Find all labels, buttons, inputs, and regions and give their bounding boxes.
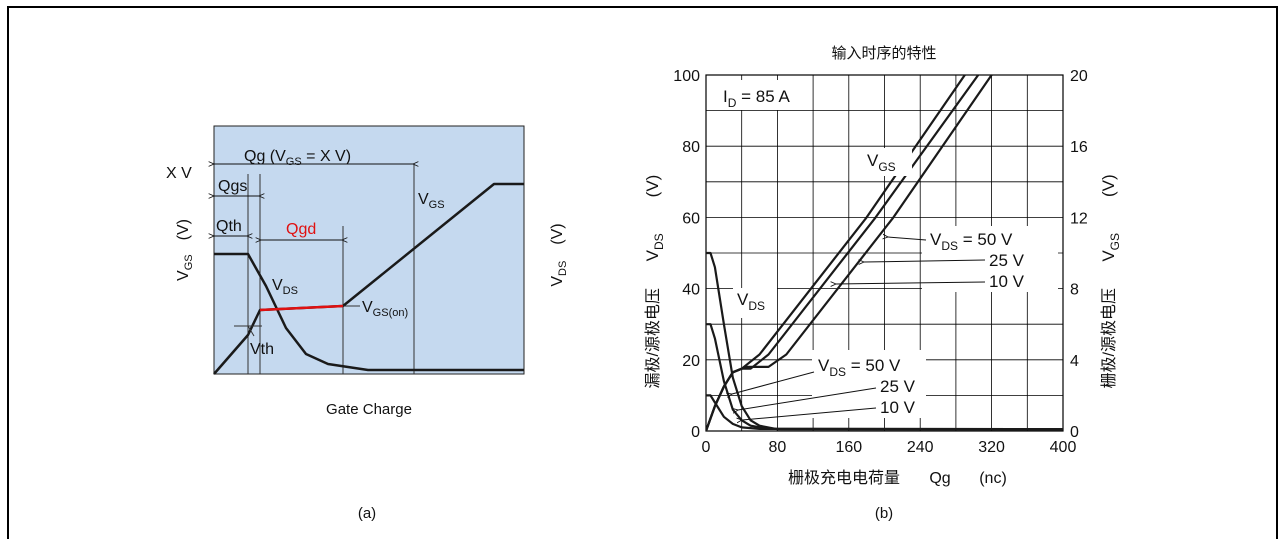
qth-label: Qth bbox=[216, 218, 242, 235]
vds-25v-pointer bbox=[738, 387, 877, 410]
vds-group-label-10v: 10 V bbox=[880, 398, 916, 417]
id-label: ID = 85 A bbox=[723, 87, 790, 110]
y-right-tick-label: 20 bbox=[1070, 68, 1088, 85]
y-left-tick-label: 80 bbox=[682, 139, 700, 156]
y-left-tick-label: 60 bbox=[682, 210, 700, 227]
panel-b-curves bbox=[706, 75, 1063, 431]
figure-frame bbox=[7, 6, 1278, 539]
vth-label: Vth bbox=[250, 341, 274, 358]
vds-curve-label-bg bbox=[733, 288, 777, 318]
panel-a-ylabel-right: VDS(V) bbox=[549, 223, 569, 286]
series-vds-50-v bbox=[706, 251, 1063, 431]
x-tick-label: 80 bbox=[769, 439, 787, 456]
vds-group-labels-bg bbox=[812, 350, 926, 418]
vgs-10v-pointer bbox=[836, 282, 986, 284]
y-right-tick-label: 16 bbox=[1070, 139, 1088, 156]
x-tick-label: 160 bbox=[835, 439, 862, 456]
panel-b-xlabel: 栅极充电电荷量 bbox=[788, 469, 900, 487]
svg-text:VDS(V): VDS(V) bbox=[643, 175, 666, 262]
panel-b-ylabel-left: 漏极/源极电压 VDS(V) bbox=[643, 175, 666, 389]
x-tick-label: 400 bbox=[1050, 439, 1077, 456]
panel-b-title: 输入时序的特性 bbox=[831, 45, 936, 62]
y-right-tick-label: 0 bbox=[1070, 424, 1079, 441]
svg-text:栅极/源极电压: 栅极/源极电压 bbox=[1100, 288, 1118, 388]
y-right-tick-label: 8 bbox=[1070, 282, 1079, 299]
vds-10v-pointer bbox=[742, 407, 877, 420]
x-tick-label: 0 bbox=[702, 439, 711, 456]
panel-a: X V Qg (VGS = X V) Qgs Qth Qgd Vth VDS V… bbox=[166, 125, 569, 522]
vds-waveform bbox=[214, 252, 524, 372]
vgs-curve-label-bg bbox=[862, 148, 912, 176]
panel-b-xlabel-unit: (nc) bbox=[979, 470, 1007, 487]
y-left-tick-label: 40 bbox=[682, 282, 700, 299]
svg-text:VDS(V): VDS(V) bbox=[549, 223, 569, 286]
x-tick-label: 240 bbox=[907, 439, 934, 456]
vgs-group-label-25v: 25 V bbox=[989, 251, 1025, 270]
panel-b: 输入时序的特性 0 80 160 240 320 40002040608010004812… bbox=[643, 45, 1122, 522]
qg-label: Qg (VGS = X V) bbox=[244, 148, 351, 168]
qgs-label: Qgs bbox=[218, 178, 247, 195]
x-tick-label: 320 bbox=[978, 439, 1005, 456]
y-left-tick-label: 100 bbox=[673, 68, 700, 85]
y-right-tick-label: 12 bbox=[1070, 210, 1088, 227]
y-right-tick-label: 4 bbox=[1070, 353, 1079, 370]
vth-pointer bbox=[247, 325, 255, 337]
vgs-25v-pointer bbox=[864, 260, 986, 262]
qgd-label: Qgd bbox=[286, 221, 316, 238]
xv-label: X V bbox=[166, 165, 192, 182]
series-vds-10-v bbox=[706, 394, 1063, 431]
vgs-on-label: VGS(on) bbox=[362, 299, 408, 319]
vgs-curve-label-a: VGS bbox=[418, 191, 445, 211]
panel-a-ylabel-left: VGS(V) bbox=[175, 219, 195, 281]
svg-text:VGS(V): VGS(V) bbox=[175, 219, 195, 281]
svg-text:VGS(V): VGS(V) bbox=[1099, 174, 1122, 261]
vgs-group-label-10v: 10 V bbox=[989, 272, 1025, 291]
vds-curve-label-b: VDS bbox=[737, 290, 765, 313]
y-left-tick-label: 20 bbox=[682, 353, 700, 370]
panel-b-ylabel-right: 栅极/源极电压 VGS(V) bbox=[1099, 174, 1122, 388]
vgs-50v-pointer bbox=[888, 237, 927, 241]
vds-group-label-25v: 25 V bbox=[880, 377, 916, 396]
id-label-bg bbox=[714, 80, 812, 110]
panel-b-caption: (b) bbox=[875, 505, 893, 522]
panel-a-xlabel: Gate Charge bbox=[326, 401, 412, 418]
svg-text:漏极/源极电压: 漏极/源极电压 bbox=[644, 288, 662, 388]
panel-a-caption: (a) bbox=[358, 505, 376, 522]
vds-curve-label-a: VDS bbox=[272, 277, 298, 297]
vgs-group-labels-bg bbox=[922, 226, 1058, 292]
vgs-curve-label-b: VGS bbox=[867, 151, 896, 174]
y-left-tick-label: 0 bbox=[691, 424, 700, 441]
vds-50v-pointer bbox=[732, 371, 815, 394]
panel-a-plot-area bbox=[213, 125, 525, 375]
panel-b-xlabel-q: Qg bbox=[929, 470, 950, 487]
miller-plateau-segment bbox=[259, 304, 344, 312]
